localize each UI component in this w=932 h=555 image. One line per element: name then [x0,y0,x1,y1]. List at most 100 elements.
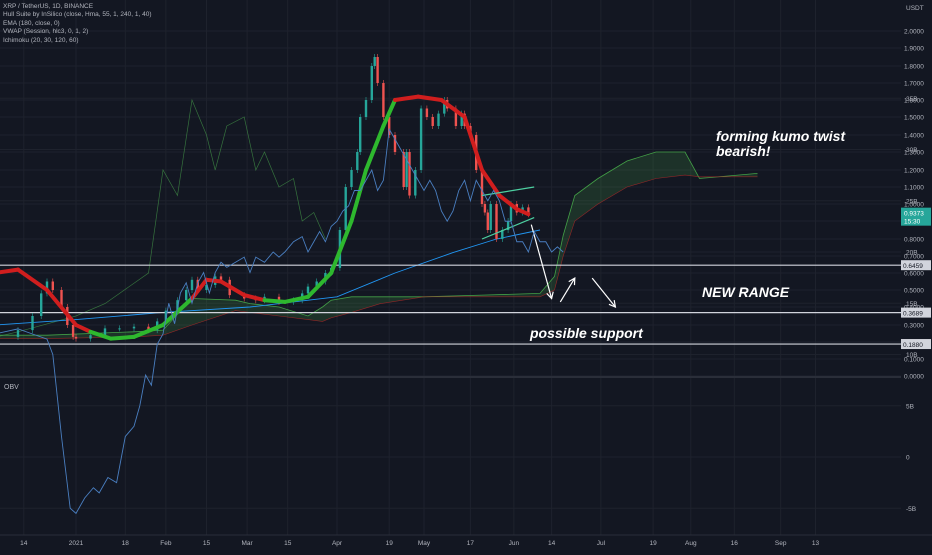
candle-body [306,286,310,294]
price-badge-value: 0.9373 [904,211,924,218]
candle-body [486,212,489,230]
price-tick-label: 1.3000 [904,150,924,157]
obv-tick-label: -5B [906,506,916,513]
price-tick-label: 0.3000 [904,323,924,330]
time-tick-label: Feb [160,540,172,547]
price-tick-label: 1.9000 [904,46,924,53]
obv-tick-label: 25B [906,198,918,205]
time-tick-label: May [418,540,431,547]
candle-body [489,204,492,230]
hull-segment [74,323,93,334]
obv-title: OBV [4,384,19,391]
time-axis-bg [0,535,932,550]
candle-body [460,113,463,126]
chikou-span [0,98,326,337]
hull-segment [282,294,310,304]
price-tick-label: 0.6000 [904,271,924,278]
hull-segment [0,267,20,275]
candle-body [31,316,34,331]
candle-body [443,100,446,114]
price-tick-label: 1.0000 [904,202,924,209]
time-tick-label: Sep [775,540,787,547]
hull-segment [132,323,165,339]
obv-tick-label: 15B [906,301,918,308]
candle-body [147,326,150,331]
price-tick-label: 0.5000 [904,288,924,295]
candle-body [16,330,20,337]
level-axis-label: 0.1880 [903,342,923,349]
candle-body [393,135,397,152]
price-badge [901,207,931,226]
hull-segment [514,207,531,217]
obv-tick-label: 20B [906,250,918,257]
hull-segment [462,115,484,172]
currency-label: USDT [906,5,924,12]
level-axis-label: 0.3689 [903,311,923,318]
obv-tick-label: 0 [906,455,910,462]
price-tick-label: 1.7000 [904,81,924,88]
arrow-down-2 [591,277,616,308]
hull-segment [497,193,519,212]
price-tick-label: 1.1000 [904,185,924,192]
hull-segment [364,124,386,172]
candle-body [205,284,208,290]
hull-segment [45,288,78,327]
arrow-down-1 [530,224,553,299]
candle-body [483,204,487,213]
hull-segment [16,267,49,292]
indicator-ema[interactable]: EMA (180, close, 0) [3,19,60,27]
price-tick-label: 0.1000 [904,357,924,364]
candle-body [103,328,107,336]
time-tick-label: Apr [332,540,343,547]
price-tick-label: 0.0000 [904,374,924,381]
kumo-twist-annotation: forming kumo twist [716,128,846,144]
time-tick-label: 2021 [69,540,84,547]
hull-segment [416,94,444,102]
ema-line [0,229,541,326]
time-tick-label: 14 [548,540,556,547]
candle-body [405,152,408,187]
time-tick-label: 16 [731,540,739,547]
candle-body [402,152,405,187]
candle-body [132,326,136,329]
wedge-upper-line [481,186,535,197]
kumo-twist-annotation: bearish! [716,143,771,159]
price-tick-label: 1.4000 [904,133,924,140]
price-axis-bg [901,0,932,550]
indicator-ichimoku[interactable]: Ichimoku (20, 30, 120, 60) [3,36,79,44]
time-tick-label: Aug [685,540,697,547]
indicator-vwap[interactable]: VWAP (Session, hlc3, 0, 1, 2) [3,28,89,36]
price-tick-label: 1.6000 [904,98,924,105]
hull-segment [242,293,267,303]
candle-body [495,204,498,239]
candle-body [364,100,368,117]
symbol-title[interactable]: XRP / TetherUS, 1D, BINANCE [3,3,94,10]
candle-body [51,281,54,290]
obv-tick-label: 30B [906,147,918,154]
level-axis-badge [901,260,931,271]
price-tick-label: 1.5000 [904,115,924,122]
candle-body [196,279,199,290]
indicator-hull[interactable]: Hull Suite by InSilico (close, Hma, 55, … [3,11,152,19]
candle-body [376,57,379,83]
candle-body [373,57,376,66]
price-tick-label: 1.2000 [904,168,924,175]
hull-segment [439,98,467,119]
time-tick-label: Jul [597,540,606,547]
arrow-down-1-head [546,291,554,300]
candle-body [164,310,168,322]
hull-segment [108,334,136,341]
candle-body [437,113,440,126]
possible-support-annotation: possible support [529,325,644,341]
time-tick-label: 19 [386,540,394,547]
obv-layer: OBV [0,127,564,515]
time-tick-label: 18 [122,540,130,547]
time-tick-label: Mar [241,540,253,547]
arrow-up [559,277,576,303]
candle-body [350,170,353,187]
hull-segment [88,329,113,341]
